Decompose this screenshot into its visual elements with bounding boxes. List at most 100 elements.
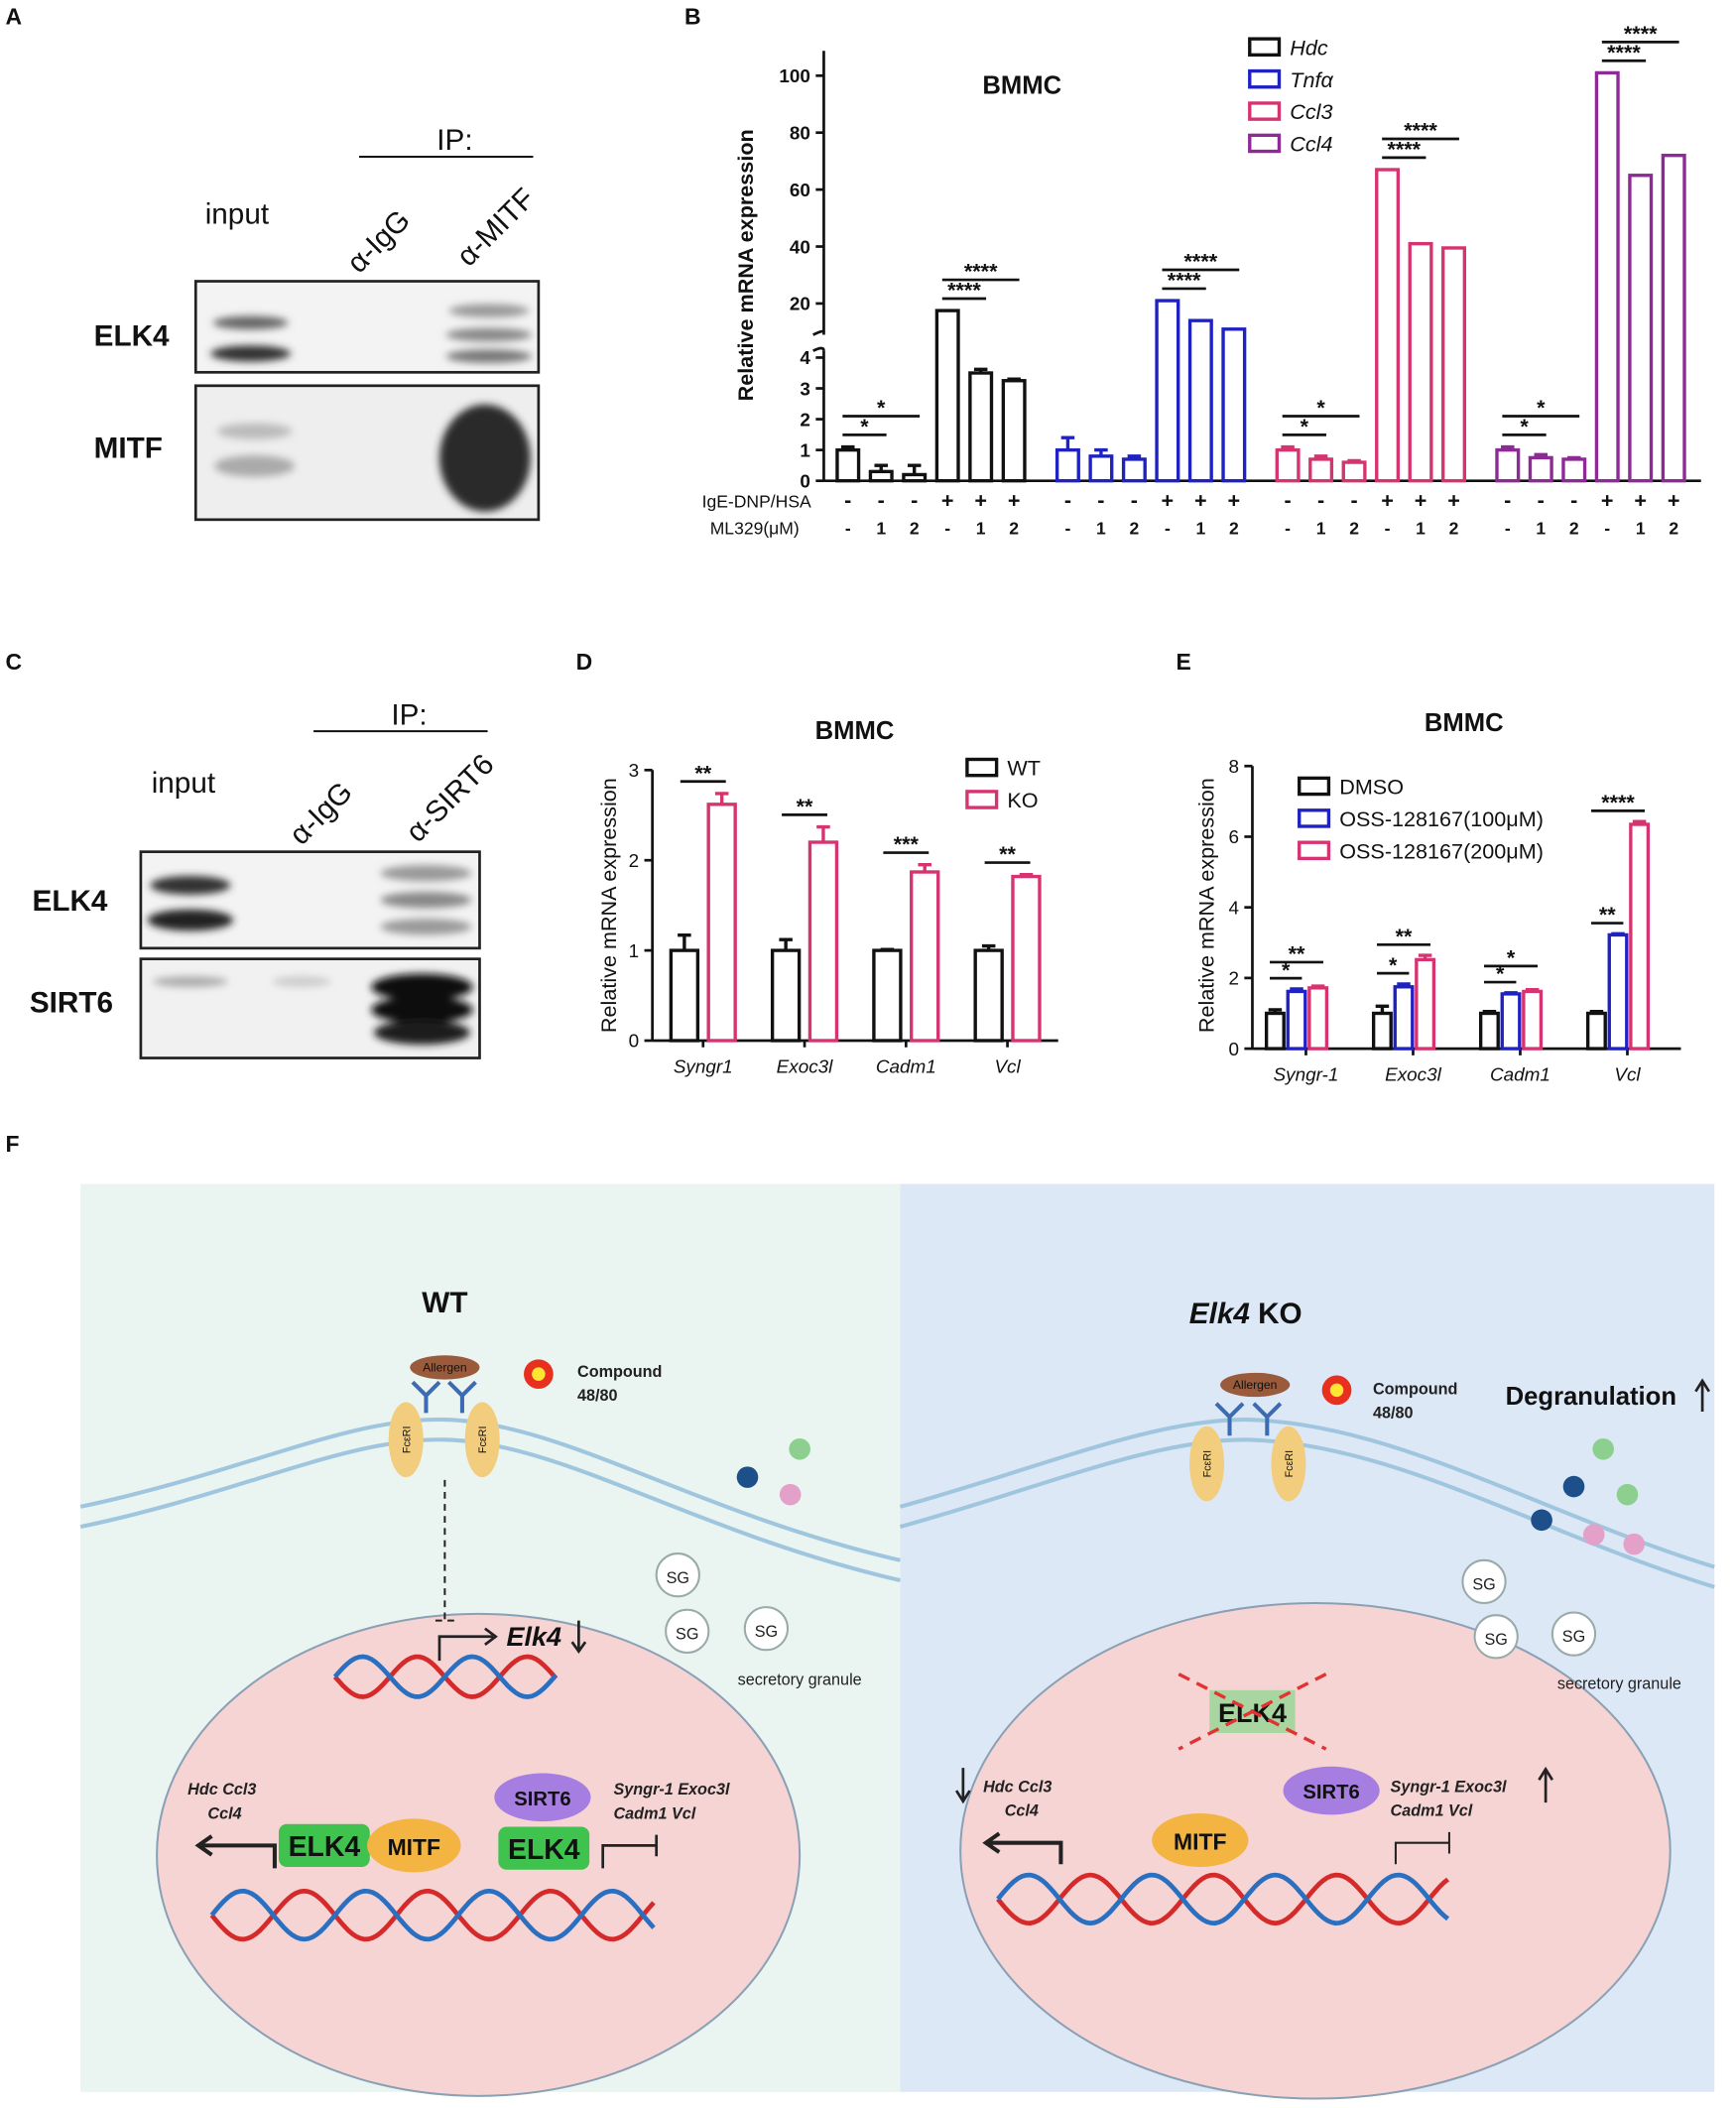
condition-label: IgE-DNP/HSA <box>702 492 811 512</box>
condition-value: + <box>1668 488 1680 513</box>
condition-value: - <box>844 488 851 513</box>
down-arrow <box>954 1768 971 1804</box>
y-axis-label: Relative mRNA expression <box>596 778 621 1033</box>
y-tick-label: 0 <box>800 471 810 492</box>
condition-value: + <box>1228 488 1241 513</box>
y-tick-label: 1 <box>629 941 640 962</box>
legend-label: Tnfα <box>1290 67 1333 92</box>
bar <box>1371 1011 1393 1051</box>
deletion-cross <box>1178 1673 1327 1751</box>
condition-value: 2 <box>910 519 920 539</box>
bar <box>1629 822 1651 1051</box>
bar <box>1393 985 1415 1051</box>
nucleus <box>156 1612 802 2097</box>
up-arrow <box>1694 1378 1710 1412</box>
granule-label: SG <box>1562 1628 1585 1646</box>
granule-dot <box>1582 1524 1605 1546</box>
protein-label: MITF <box>388 1834 441 1860</box>
significance-label: **** <box>964 259 998 284</box>
condition-value: - <box>1504 488 1511 513</box>
legend-label: OSS-128167(100μM) <box>1339 806 1544 831</box>
legend-swatch <box>1248 133 1282 154</box>
membrane <box>79 1437 901 1583</box>
y-tick-label: 4 <box>1228 898 1239 919</box>
error-bar <box>1281 444 1295 450</box>
row-label: SIRT6 <box>30 987 113 1020</box>
receptor-label: FcεRI <box>401 1426 413 1454</box>
membrane <box>899 1418 1715 1569</box>
condition-value: 1 <box>1096 519 1106 539</box>
error-bar <box>1127 454 1142 459</box>
granule-label: SG <box>1484 1631 1507 1649</box>
significance-label: ** <box>1289 941 1305 966</box>
lane-label: α-IgG <box>284 776 359 851</box>
compound-label: Compound <box>577 1363 662 1381</box>
bar <box>1088 454 1114 483</box>
bar <box>1121 457 1147 483</box>
panel-label: B <box>684 3 701 29</box>
condition-value: + <box>1601 488 1614 513</box>
bands <box>147 865 473 1046</box>
down-genes: Syngr-1 Exoc3l <box>1391 1778 1507 1796</box>
error-bar <box>1347 458 1361 463</box>
promoter-arrow <box>982 1831 1063 1865</box>
significance-label: * <box>1301 414 1309 438</box>
y-tick-label: 3 <box>629 761 640 782</box>
error-bar <box>973 367 988 373</box>
row-label: ELK4 <box>33 885 108 918</box>
bar <box>1495 447 1521 483</box>
significance-label: * <box>1537 395 1546 420</box>
antibody <box>1214 1402 1283 1436</box>
condition-value: + <box>1194 488 1207 513</box>
bands <box>210 304 533 512</box>
bar <box>1275 447 1301 483</box>
bar <box>1628 174 1654 483</box>
bar <box>1408 241 1433 483</box>
bar <box>1415 957 1436 1051</box>
compound-icon <box>532 1367 546 1381</box>
bar <box>1054 447 1080 483</box>
condition-value: 1 <box>1636 519 1646 539</box>
condition-value: + <box>1008 488 1021 513</box>
allergen <box>1220 1372 1291 1398</box>
effect-label: Degranulation <box>1506 1383 1676 1411</box>
down-arrow <box>570 1620 587 1654</box>
error-bar <box>1060 435 1075 450</box>
y-tick-label: 80 <box>790 123 810 144</box>
legend-swatch <box>1298 808 1331 828</box>
condition-value: 2 <box>1130 519 1140 539</box>
ko-title-gene: Elk4 <box>1189 1298 1250 1330</box>
error-bar <box>1567 455 1581 460</box>
compound-label: Compound <box>1373 1380 1457 1398</box>
y-tick-label: 0 <box>1228 1040 1239 1060</box>
significance-label: * <box>1282 957 1291 982</box>
panel-label: E <box>1177 649 1191 675</box>
significance-label: **** <box>1404 118 1437 143</box>
error-bar <box>1525 987 1540 992</box>
error-bar <box>1094 447 1108 456</box>
condition-value: + <box>1162 488 1175 513</box>
error-bar <box>1482 1010 1497 1014</box>
significance-label: ** <box>1599 902 1616 927</box>
protein-label: MITF <box>1174 1828 1227 1854</box>
significance-label: **** <box>1387 137 1421 162</box>
ko-title: Elk4 KO <box>1189 1298 1302 1330</box>
receptor <box>1189 1426 1225 1502</box>
panel-label: D <box>576 649 593 675</box>
gene-label: Elk4 <box>506 1622 561 1652</box>
condition-value: + <box>941 488 954 513</box>
protein-label: ELK4 <box>508 1834 580 1866</box>
legend-label: Ccl4 <box>1290 132 1332 157</box>
chart-title: BMMC <box>815 717 895 745</box>
axis-break <box>812 329 825 352</box>
condition-value: - <box>1604 519 1610 539</box>
membrane <box>899 1437 1715 1589</box>
lane-label: α-MITF <box>450 183 541 273</box>
error-bar <box>1310 984 1325 988</box>
y-tick-label: 2 <box>1228 969 1239 990</box>
bar <box>934 309 960 483</box>
bar <box>872 948 903 1043</box>
significance-label: * <box>860 414 869 438</box>
x-tick-label: Exoc3l <box>777 1056 834 1077</box>
lane-label: α-IgG <box>341 203 417 279</box>
